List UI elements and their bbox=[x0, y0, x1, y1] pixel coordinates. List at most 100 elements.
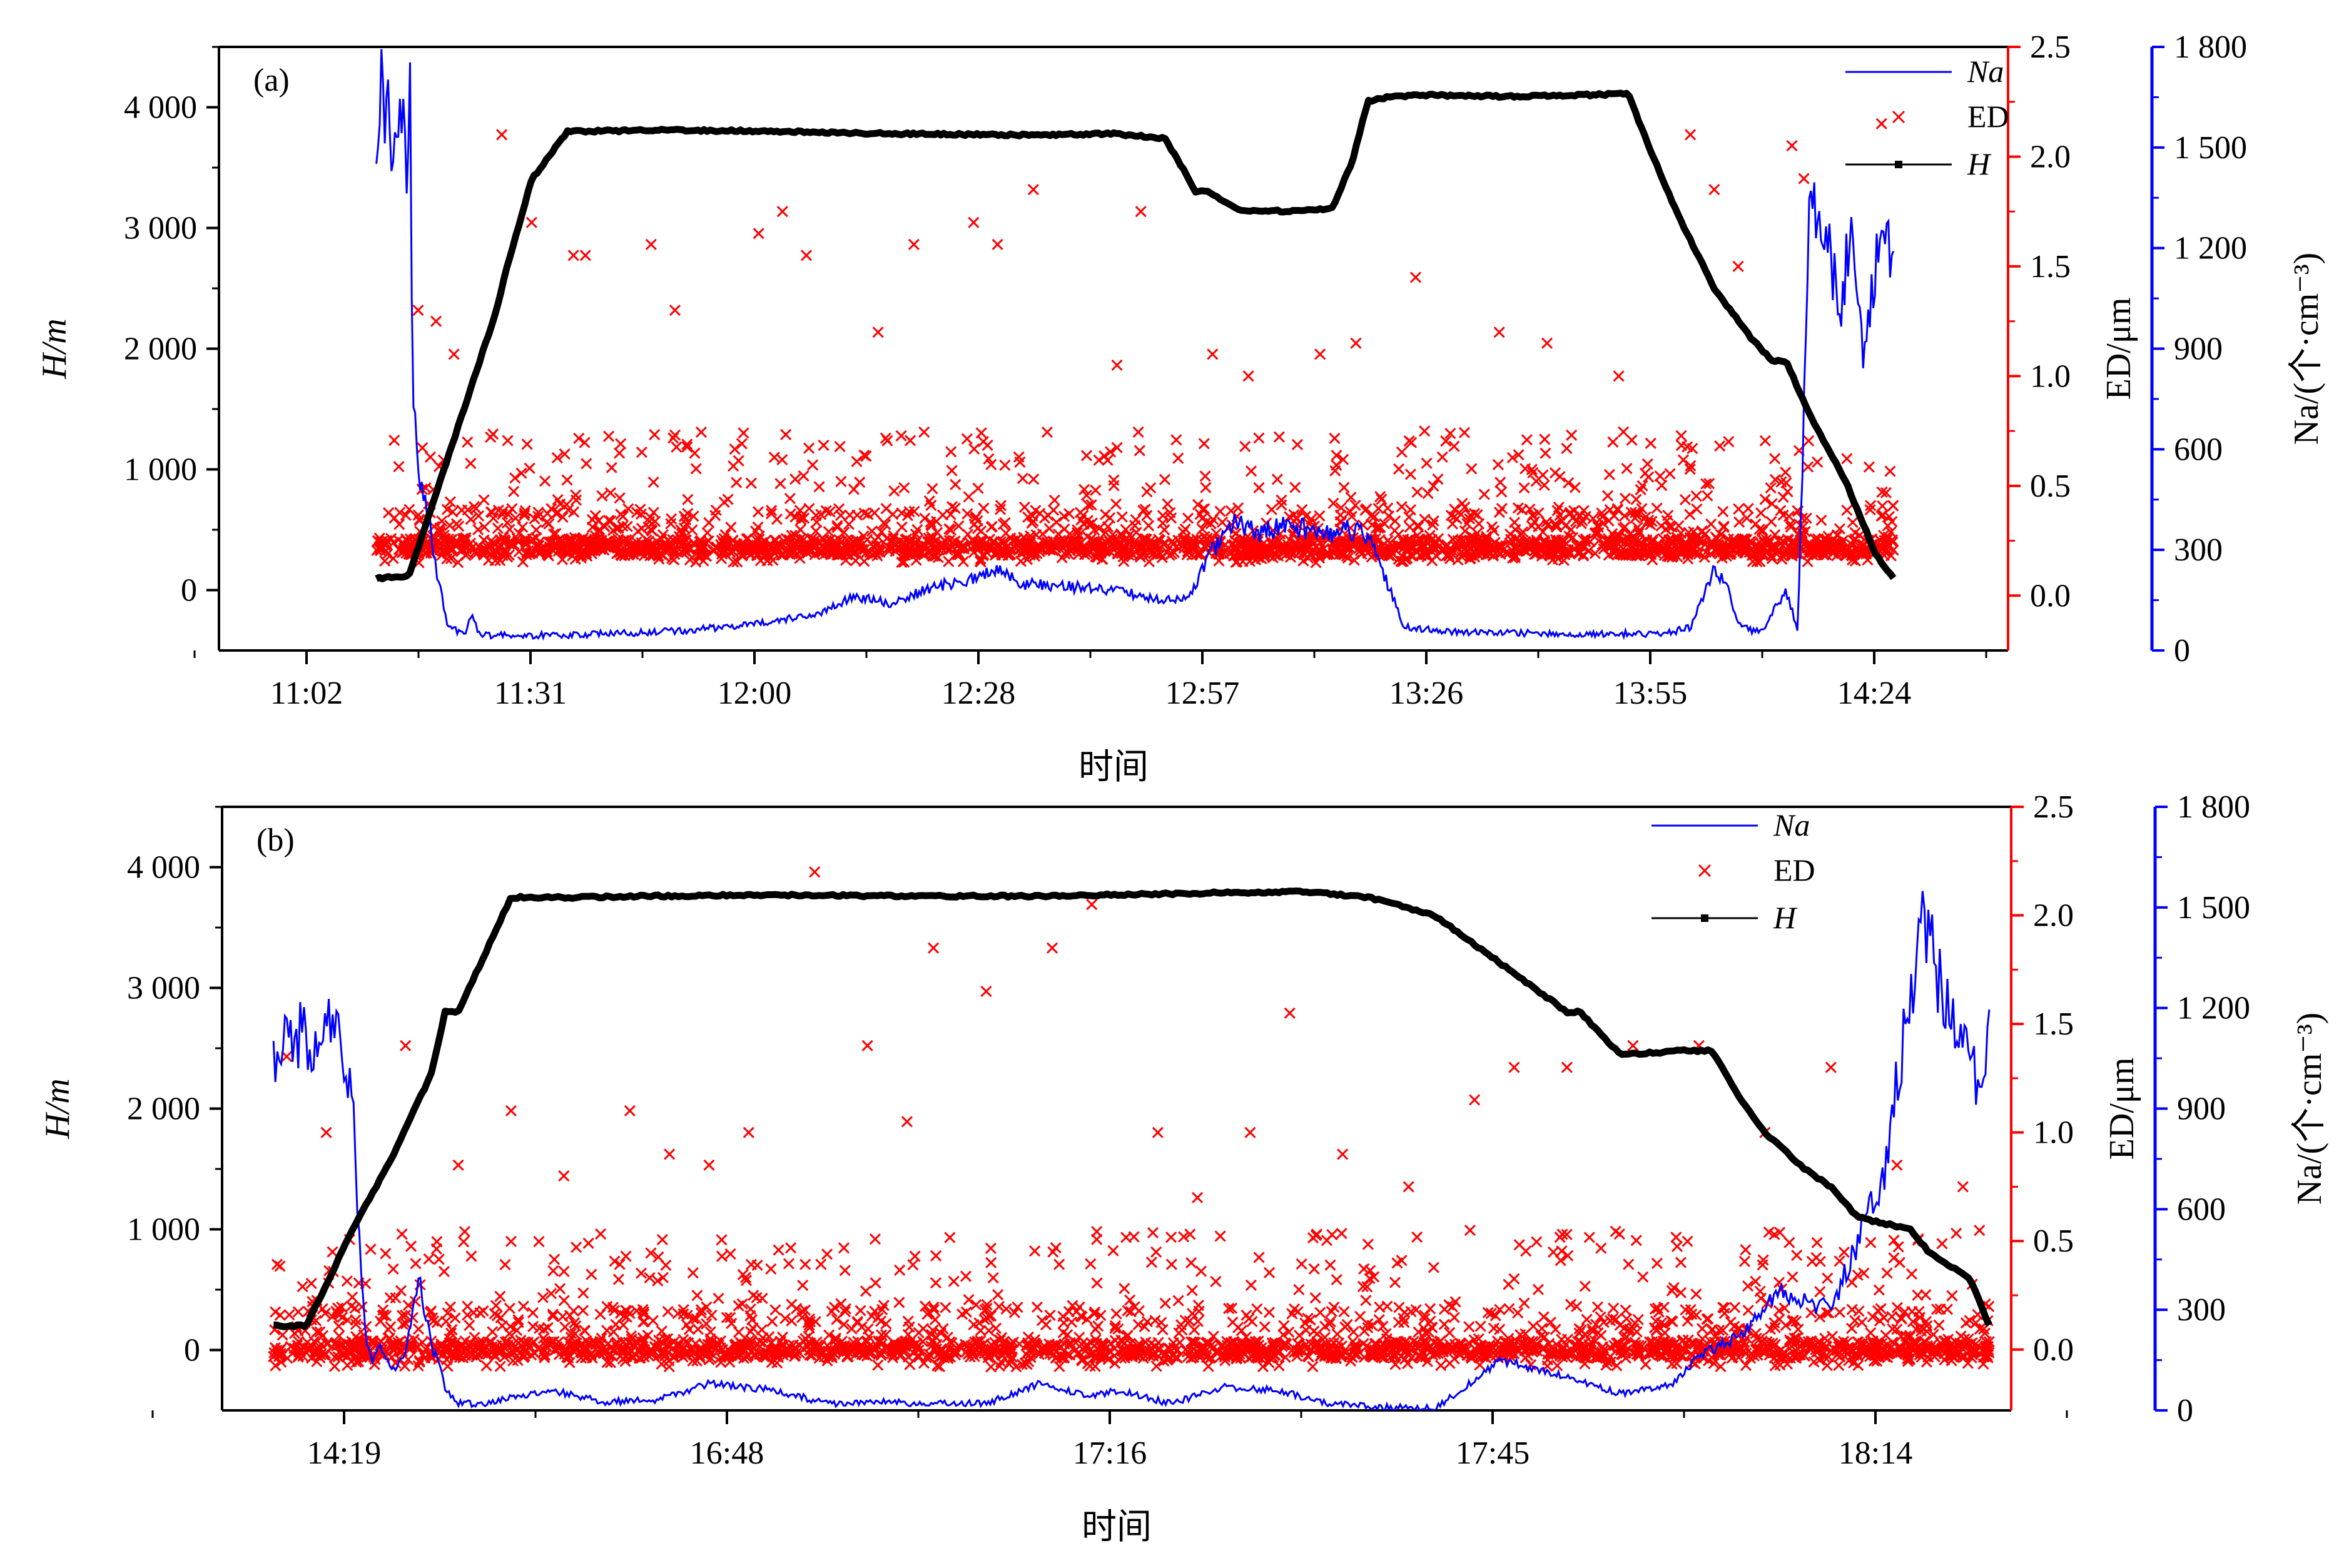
ed-point bbox=[1532, 1283, 1544, 1295]
ed-point bbox=[1360, 1295, 1372, 1307]
ed-point bbox=[506, 503, 518, 515]
ed-point bbox=[1555, 514, 1568, 527]
ed-point bbox=[970, 1299, 982, 1311]
ed-point bbox=[434, 544, 446, 555]
ed-point bbox=[861, 1335, 873, 1347]
ed-point bbox=[430, 1243, 442, 1255]
ed-point bbox=[887, 508, 899, 520]
ed-point bbox=[1192, 1299, 1204, 1312]
ed-point bbox=[1686, 540, 1698, 552]
ed-outlier-point bbox=[412, 305, 424, 316]
ed-point bbox=[813, 481, 825, 493]
ed-point bbox=[636, 544, 647, 556]
ed-point bbox=[1765, 515, 1777, 528]
ed-point bbox=[1858, 1267, 1870, 1279]
ed-point bbox=[1091, 1233, 1103, 1245]
ed-point bbox=[1186, 1285, 1198, 1297]
ed-point bbox=[736, 438, 748, 450]
ed-point bbox=[864, 547, 876, 559]
ed-point bbox=[1293, 1283, 1305, 1295]
ed-point bbox=[1041, 426, 1053, 438]
ed-point bbox=[1229, 542, 1242, 554]
ed-point bbox=[941, 544, 953, 556]
ed-point bbox=[1867, 1311, 1879, 1323]
ed-point bbox=[1412, 519, 1424, 531]
y-ed-tick-label: 1.5 bbox=[2030, 249, 2071, 285]
ed-point bbox=[1942, 1341, 1954, 1353]
ed-point bbox=[1803, 435, 1815, 447]
ed-outlier-point bbox=[1493, 326, 1505, 338]
ed-point bbox=[1608, 510, 1620, 522]
ed-point bbox=[1650, 1324, 1662, 1336]
ed-point bbox=[754, 555, 766, 567]
ed-point bbox=[974, 555, 987, 567]
ed-point bbox=[1687, 442, 1698, 455]
ed-point bbox=[845, 544, 857, 556]
ed-point bbox=[1358, 1263, 1370, 1275]
ed-point bbox=[512, 535, 524, 547]
ed-point bbox=[1141, 1316, 1153, 1328]
ed-point bbox=[851, 455, 863, 467]
ed-point bbox=[937, 1323, 949, 1335]
ed-outlier-point bbox=[968, 216, 980, 228]
ed-point bbox=[1761, 1336, 1773, 1348]
ed-point bbox=[1306, 513, 1317, 525]
ed-point bbox=[1314, 510, 1326, 522]
ed-point bbox=[609, 1255, 621, 1267]
ed-point bbox=[1403, 511, 1415, 523]
ed-point bbox=[1619, 492, 1631, 504]
ed-point bbox=[1635, 539, 1647, 550]
ed-point bbox=[970, 511, 982, 523]
ed-point bbox=[985, 1242, 997, 1254]
ed-point bbox=[1891, 1323, 1903, 1335]
x-tick-label: 12:00 bbox=[718, 675, 791, 711]
ed-point bbox=[913, 546, 925, 558]
ed-point bbox=[713, 1292, 724, 1304]
ed-point bbox=[1263, 1357, 1275, 1368]
ed-point bbox=[756, 1292, 768, 1305]
ed-point bbox=[605, 515, 617, 527]
ed-point bbox=[1545, 1316, 1556, 1328]
ed-point bbox=[816, 546, 828, 558]
ed-point bbox=[1044, 544, 1056, 556]
ed-point bbox=[1886, 534, 1898, 546]
ed-point bbox=[686, 1345, 698, 1357]
ed-point bbox=[1308, 1263, 1320, 1275]
ed-point bbox=[1223, 1303, 1235, 1315]
ed-point bbox=[438, 1265, 450, 1277]
ed-point bbox=[1482, 1307, 1494, 1318]
ed-point bbox=[1010, 1361, 1022, 1373]
ed-point bbox=[1714, 440, 1726, 452]
ed-point bbox=[985, 1257, 997, 1268]
ed-point bbox=[1716, 552, 1728, 564]
ed-point bbox=[598, 544, 610, 556]
ed-point bbox=[608, 1305, 621, 1317]
ed-outlier-point bbox=[1875, 118, 1887, 129]
ed-point bbox=[780, 428, 792, 440]
ed-point bbox=[569, 532, 581, 544]
ed-point bbox=[1216, 516, 1229, 528]
ed-point bbox=[752, 506, 764, 518]
ed-point bbox=[1512, 1307, 1524, 1319]
ed-point bbox=[1623, 1258, 1635, 1270]
ed-point bbox=[1179, 532, 1190, 544]
ed-point bbox=[503, 549, 515, 561]
ed-point bbox=[1768, 1317, 1780, 1329]
ed-point bbox=[1644, 1348, 1656, 1360]
ed-point bbox=[716, 542, 728, 554]
ed-point bbox=[1102, 521, 1114, 533]
ed-point bbox=[1028, 473, 1040, 485]
ed-point bbox=[1598, 1317, 1610, 1328]
y-ed-axis-title: ED/μm bbox=[2099, 298, 2138, 400]
ed-point bbox=[543, 518, 555, 530]
ed-point bbox=[1411, 1231, 1423, 1243]
y-na-tick-label: 1 500 bbox=[2174, 130, 2247, 166]
ed-point bbox=[1887, 500, 1899, 512]
ed-point bbox=[1401, 537, 1413, 549]
ed-point bbox=[745, 477, 757, 489]
ed-point bbox=[1974, 1323, 1986, 1335]
ed-point bbox=[1590, 1350, 1603, 1362]
ed-point bbox=[616, 544, 628, 556]
ed-point bbox=[1432, 473, 1444, 485]
x-axis-title: 时间 bbox=[1082, 1507, 1152, 1547]
